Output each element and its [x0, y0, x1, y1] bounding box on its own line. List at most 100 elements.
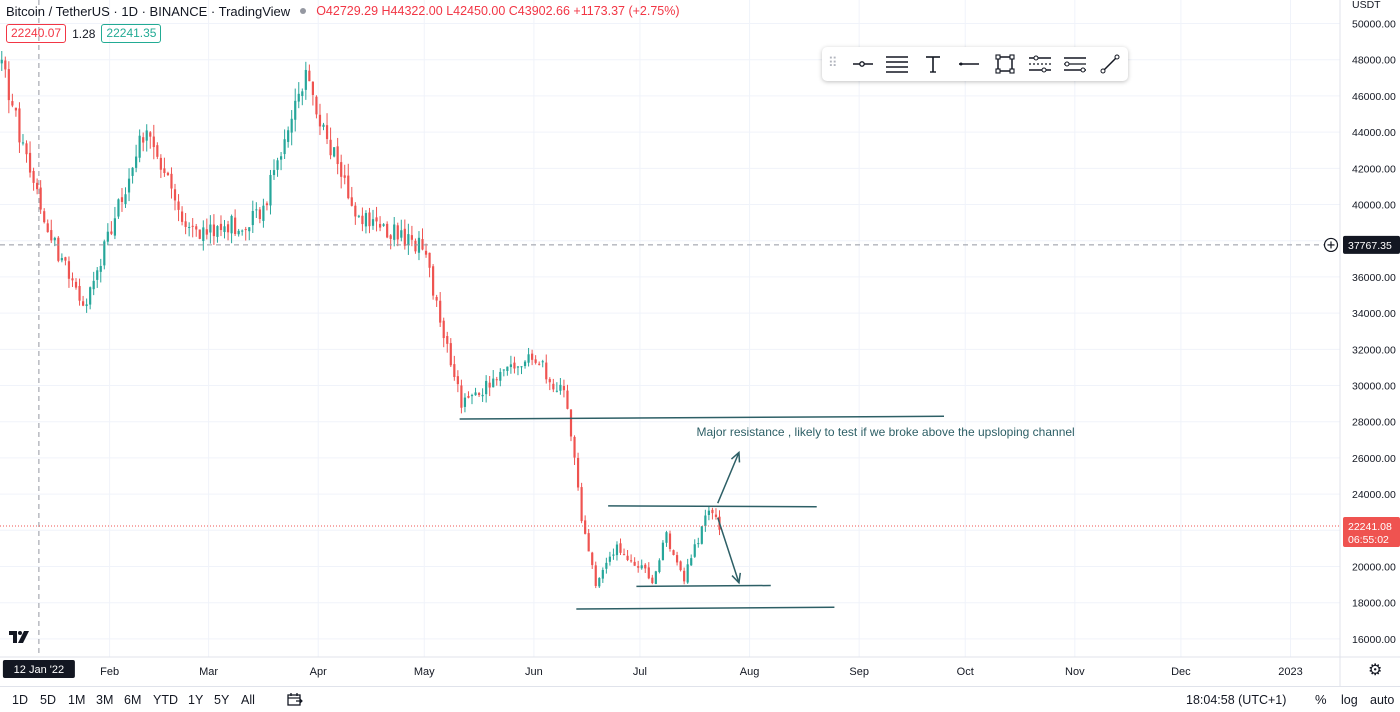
- candle-body: [594, 565, 597, 586]
- gear-icon[interactable]: ⚙: [1368, 662, 1383, 679]
- x-tick-label: Feb: [100, 666, 119, 678]
- parallel-lines-icon[interactable]: [882, 50, 912, 78]
- auto-scale-button[interactable]: auto: [1370, 693, 1395, 707]
- grip-icon[interactable]: ⠿: [828, 55, 837, 70]
- candle-body: [315, 96, 318, 115]
- crosshair-add-icon: [1323, 237, 1339, 253]
- candle-body: [485, 380, 488, 395]
- symbol-title[interactable]: Bitcoin / TetherUS · 1D · BINANCE · Trad…: [6, 3, 291, 19]
- range-button-6m[interactable]: 6M: [124, 693, 142, 707]
- candle-body: [18, 108, 21, 143]
- candle-body: [509, 364, 512, 368]
- candle-body: [421, 239, 424, 250]
- candle-body: [265, 203, 269, 206]
- candle-body: [396, 225, 399, 240]
- range-button-1y[interactable]: 1Y: [188, 693, 204, 707]
- candle-body: [262, 205, 265, 221]
- range-button-3m[interactable]: 3M: [96, 693, 114, 707]
- candle-body: [704, 515, 707, 527]
- candle-body: [580, 487, 583, 522]
- candle-body: [304, 69, 307, 90]
- candle-body: [714, 514, 718, 517]
- chart-legend: Bitcoin / TetherUS · 1D · BINANCE · Trad…: [6, 2, 680, 20]
- candle-body: [74, 281, 78, 288]
- range-button-all[interactable]: All: [241, 693, 255, 707]
- candle-body: [534, 359, 537, 363]
- axes: 16000.0018000.0020000.0022000.0024000.00…: [0, 0, 1400, 686]
- drawing-toolbar: ⠿: [822, 47, 1128, 81]
- buy-price-box[interactable]: 22241.35: [101, 24, 162, 43]
- candle-body: [0, 59, 3, 64]
- range-button-1m[interactable]: 1M: [68, 693, 86, 707]
- range-button-5y[interactable]: 5Y: [214, 693, 230, 707]
- crosshair-date-badge: [2, 660, 75, 678]
- percent-scale-button[interactable]: %: [1315, 692, 1327, 707]
- rectangle-icon[interactable]: [990, 50, 1020, 78]
- candle-body: [555, 390, 558, 392]
- y-tick-label: 36000.00: [1352, 272, 1396, 284]
- candle-body: [92, 280, 95, 290]
- x-tick-label: Sep: [849, 666, 869, 678]
- candle-body: [329, 139, 332, 156]
- horizontal-line-icon[interactable]: [954, 50, 984, 78]
- support-resistance-line: [459, 415, 945, 420]
- candle-body: [177, 201, 180, 210]
- candle-body: [400, 230, 403, 238]
- candle-body: [241, 230, 244, 232]
- candle-body: [173, 189, 177, 201]
- candle-body: [633, 561, 636, 566]
- candle-body: [180, 211, 184, 222]
- candle-body: [538, 363, 541, 365]
- calendar-range-icon[interactable]: [287, 692, 303, 707]
- candle-body: [697, 543, 700, 545]
- horizontal-ray-icon[interactable]: [848, 50, 878, 78]
- candle-body: [149, 132, 152, 137]
- candle-body: [14, 107, 18, 111]
- tradingview-logo-icon[interactable]: [8, 628, 30, 646]
- range-button-1d[interactable]: 1D: [12, 693, 28, 707]
- x-tick-label: May: [414, 666, 435, 678]
- candle-body: [290, 118, 293, 133]
- candle-body: [230, 215, 233, 234]
- candle-body: [166, 172, 170, 176]
- candle-body: [630, 560, 633, 562]
- trend-line-icon[interactable]: [1095, 50, 1125, 78]
- candle-body: [502, 369, 505, 371]
- candle-body: [675, 555, 679, 563]
- candle-body: [637, 566, 640, 568]
- candle-body: [124, 194, 127, 205]
- channel-icon[interactable]: [1025, 50, 1055, 78]
- candle-body: [145, 130, 148, 141]
- crosshair-date-label: 12 Jan '22: [14, 664, 64, 676]
- candle-body: [531, 353, 534, 360]
- candle-body: [548, 379, 551, 383]
- log-scale-button[interactable]: log: [1341, 693, 1358, 707]
- candle-body: [647, 567, 650, 579]
- candle-body: [258, 209, 261, 220]
- currency-label[interactable]: USDT: [1352, 0, 1381, 11]
- candle-body: [492, 378, 495, 388]
- candle-body: [474, 392, 477, 396]
- disjoint-channel-icon[interactable]: [1060, 50, 1090, 78]
- candle-body: [499, 371, 502, 381]
- candles: [0, 51, 721, 589]
- range-button-5d[interactable]: 5D: [40, 693, 56, 707]
- candle-body: [103, 241, 106, 266]
- text-icon[interactable]: [918, 50, 948, 78]
- candle-body: [322, 124, 325, 127]
- candle-body: [435, 296, 438, 301]
- candle-body: [106, 231, 109, 242]
- candle-body: [226, 224, 230, 233]
- candle-body: [442, 320, 445, 339]
- candle-body: [410, 235, 413, 240]
- candle-body: [311, 81, 314, 95]
- candle-body: [170, 173, 173, 189]
- candle-body: [279, 156, 283, 160]
- candle-body: [407, 234, 410, 245]
- candle-body: [64, 257, 67, 261]
- candle-body: [135, 156, 138, 168]
- clock-display[interactable]: 18:04:58 (UTC+1): [1186, 693, 1287, 707]
- range-button-ytd[interactable]: YTD: [153, 693, 178, 707]
- sell-price-box[interactable]: 22240.07: [6, 24, 67, 43]
